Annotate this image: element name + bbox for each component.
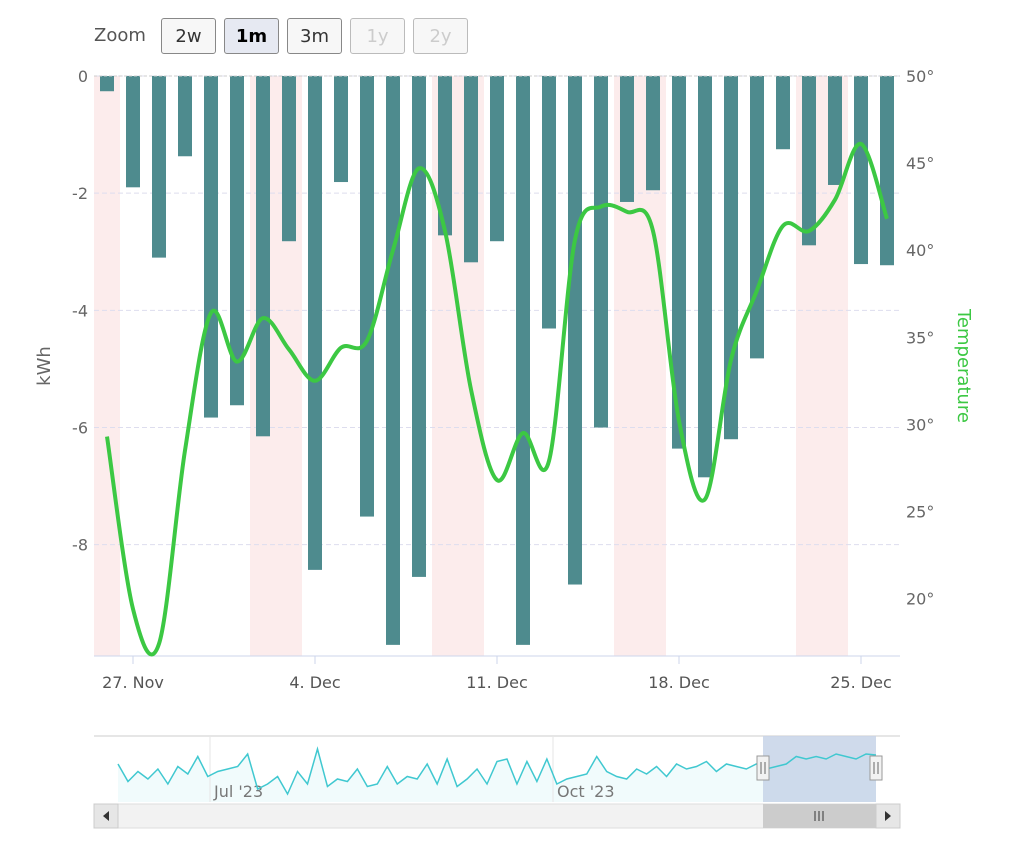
bar — [802, 76, 816, 246]
bar — [100, 76, 114, 92]
bar — [828, 76, 842, 185]
bar — [152, 76, 166, 258]
navigator-area — [118, 749, 876, 802]
bar — [672, 76, 686, 449]
bar — [282, 76, 296, 242]
y-left-tick-label: -8 — [72, 536, 88, 555]
y-left-tick-label: -6 — [72, 419, 88, 438]
navigator-handle[interactable] — [869, 755, 883, 781]
bar — [646, 76, 660, 191]
bar — [568, 76, 582, 585]
bar — [516, 76, 530, 645]
bar — [594, 76, 608, 428]
navigator-series — [117, 746, 877, 796]
x-tick-label: 11. Dec — [466, 673, 528, 692]
bar — [412, 76, 426, 577]
temperature-line — [105, 141, 889, 657]
navigator-handle[interactable] — [756, 755, 770, 781]
zoom-1y-button: 1y — [350, 18, 405, 54]
weekend-band — [94, 76, 120, 656]
bar — [698, 76, 712, 478]
bar — [230, 76, 244, 406]
bar — [620, 76, 634, 202]
y-left-axis-title: kWh — [34, 346, 55, 386]
x-tick-label: 27. Nov — [102, 673, 164, 692]
bar — [126, 76, 140, 188]
y-right-tick-label: 40° — [906, 241, 934, 260]
bar — [178, 76, 192, 157]
arrow-right-icon — [885, 811, 891, 821]
y-right-tick-label: 25° — [906, 502, 934, 521]
x-tick-label: 25. Dec — [830, 673, 892, 692]
arrow-left-icon — [103, 811, 109, 821]
zoom-3m-button[interactable]: 3m — [287, 18, 342, 54]
bar — [464, 76, 478, 263]
zoom-1m-button[interactable]: 1m — [224, 18, 279, 54]
bar — [256, 76, 270, 437]
y-right-tick-label: 45° — [906, 154, 934, 173]
y-right-axis-title: Temperature — [953, 308, 974, 423]
navigator-tick-label: Jul '23 — [213, 782, 263, 801]
y-left-tick-label: 0 — [78, 67, 88, 86]
y-left-tick-label: -4 — [72, 301, 88, 320]
y-right-tick-label: 30° — [906, 415, 934, 434]
x-tick-label: 4. Dec — [289, 673, 340, 692]
zoom-2y-button: 2y — [413, 18, 468, 54]
bar — [334, 76, 348, 183]
y-right-tick-label: 50° — [906, 67, 934, 86]
zoom-label: Zoom — [94, 25, 146, 46]
navigator-selected-range — [763, 736, 876, 802]
bar — [438, 76, 452, 236]
zoom-2w-button[interactable]: 2w — [161, 18, 216, 54]
bar — [880, 76, 894, 266]
bar — [490, 76, 504, 242]
y-left-tick-label: -2 — [72, 184, 88, 203]
bar — [542, 76, 556, 329]
navigator-tick-label: Oct '23 — [557, 782, 615, 801]
bar — [776, 76, 790, 150]
y-right-tick-label: 20° — [906, 590, 934, 609]
bar — [204, 76, 218, 418]
bar — [308, 76, 322, 570]
bar — [386, 76, 400, 645]
x-tick-label: 18. Dec — [648, 673, 710, 692]
bar — [854, 76, 868, 265]
bar — [360, 76, 374, 517]
y-right-tick-label: 35° — [906, 328, 934, 347]
bar — [750, 76, 764, 359]
